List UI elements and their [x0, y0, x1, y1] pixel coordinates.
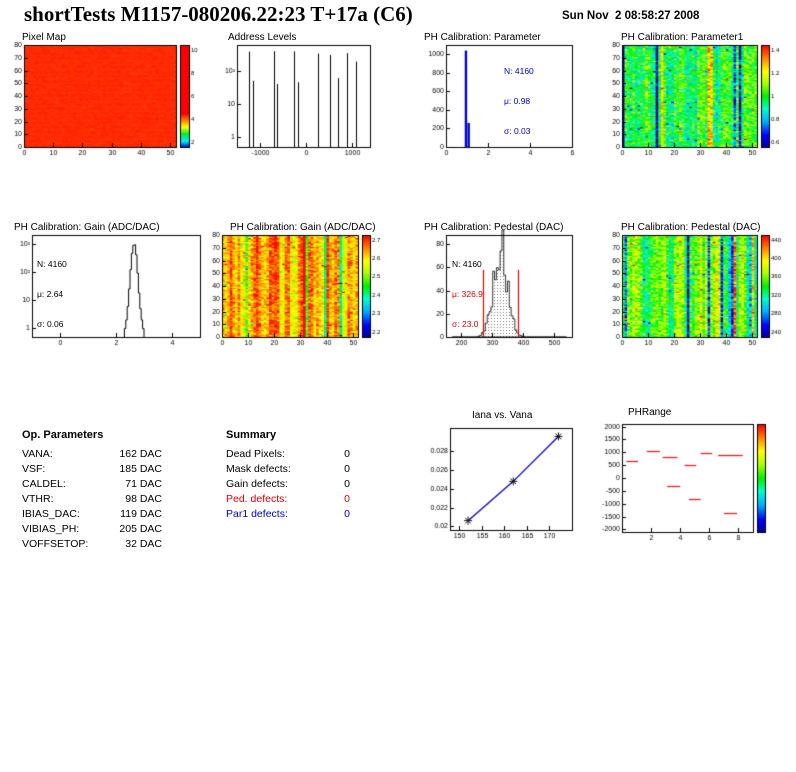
- param-label: VOFFSETOP:: [22, 538, 89, 550]
- plot-title-gain-map: PH Calibration: Gain (ADC/DAC): [230, 222, 376, 233]
- pedestal-histogram-chart: [418, 230, 580, 356]
- summary-label: Ped. defects:: [226, 493, 288, 505]
- op-param-row: VANA: 162 DAC: [22, 447, 162, 462]
- op-parameters-title: Op. Parameters: [22, 429, 104, 441]
- param-label: VSF:: [22, 463, 46, 475]
- summary-title: Summary: [226, 429, 277, 441]
- stat-mean: μ: 0.98: [504, 96, 531, 106]
- plot-title-parameter1-map: PH Calibration: Parameter1: [621, 32, 744, 43]
- op-param-row: VSF: 185 DAC: [22, 462, 162, 477]
- op-param-row: CALDEL: 71 DAC: [22, 477, 162, 492]
- plot-title-pedestal-map: PH Calibration: Pedestal (DAC): [621, 222, 761, 233]
- param-label: IBIAS_DAC:: [22, 508, 80, 520]
- summary-row: Dead Pixels: 0: [226, 447, 350, 462]
- stat-mean: μ: 326.9: [452, 289, 483, 299]
- iana-vs-vana-chart: [420, 420, 580, 546]
- summary-block: Summary Dead Pixels: 0 Mask defects: 0 Gai…: [226, 428, 350, 522]
- op-parameters-block: Op. Parameters VANA: 162 DAC VSF: 185 DAC …: [22, 428, 162, 552]
- param-label: VANA:: [22, 448, 53, 460]
- op-param-row: VOFFSETOP: 32 DAC: [22, 537, 162, 552]
- stat-entries: N: 4160: [504, 66, 534, 76]
- param-label: VTHR:: [22, 493, 54, 505]
- phrange-chart: [592, 412, 796, 548]
- param-value: 162 DAC: [119, 448, 162, 460]
- param-value: 98 DAC: [125, 493, 162, 505]
- param-value: 185 DAC: [119, 463, 162, 475]
- summary-value: 0: [344, 448, 350, 460]
- summary-value: 0: [344, 463, 350, 475]
- plot-title-gain-hist: PH Calibration: Gain (ADC/DAC): [14, 222, 160, 233]
- ph-parameter-chart: [418, 40, 580, 166]
- plot-title-pedestal-hist: PH Calibration: Pedestal (DAC): [424, 222, 564, 233]
- parameter1-map-chart: [604, 40, 796, 166]
- summary-row: Par1 defects: 0: [226, 507, 350, 522]
- pedestal-map-chart: [604, 230, 796, 356]
- stat-sigma: σ: 23.0: [452, 319, 479, 329]
- param-value: 32 DAC: [125, 538, 162, 550]
- param-label: CALDEL:: [22, 478, 66, 490]
- summary-label: Dead Pixels:: [226, 448, 285, 460]
- param-value: 205 DAC: [119, 523, 162, 535]
- page-title: shortTests M1157-080206.22:23 T+17a (C6): [24, 2, 413, 26]
- summary-value: 0: [344, 508, 350, 520]
- summary-row: Gain defects: 0: [226, 477, 350, 492]
- op-param-row: VTHR: 98 DAC: [22, 492, 162, 507]
- summary-label: Mask defects:: [226, 463, 291, 475]
- stat-mean: μ: 2.64: [37, 289, 64, 299]
- stats-pedestal: N: 4160 μ: 326.9 σ: 23.0: [452, 239, 483, 349]
- param-value: 71 DAC: [125, 478, 162, 490]
- plot-title-ph-parameter: PH Calibration: Parameter: [424, 32, 541, 43]
- plot-title-address-levels: Address Levels: [228, 32, 297, 43]
- op-param-row: VIBIAS_PH: 205 DAC: [22, 522, 162, 537]
- plot-title-iana-vana: Iana vs. Vana: [472, 410, 533, 421]
- stat-sigma: σ: 0.06: [37, 319, 64, 329]
- summary-row: Ped. defects: 0: [226, 492, 350, 507]
- timestamp: Sun Nov 2 08:58:27 2008: [562, 10, 700, 22]
- stats-ph-parameter: N: 4160 μ: 0.98 σ: 0.03: [504, 46, 534, 156]
- gain-map-chart: [204, 230, 400, 356]
- pixel-map-chart: [8, 40, 214, 166]
- param-label: VIBIAS_PH:: [22, 523, 80, 535]
- stat-sigma: σ: 0.03: [504, 126, 531, 136]
- stat-entries: N: 4160: [452, 259, 482, 269]
- op-param-row: IBIAS_DAC: 119 DAC: [22, 507, 162, 522]
- summary-row: Mask defects: 0: [226, 462, 350, 477]
- summary-label: Par1 defects:: [226, 508, 288, 520]
- summary-value: 0: [344, 478, 350, 490]
- gain-histogram-chart: [8, 230, 212, 356]
- summary-value: 0: [344, 493, 350, 505]
- stats-gain: N: 4160 μ: 2.64 σ: 0.06: [37, 239, 67, 349]
- summary-label: Gain defects:: [226, 478, 288, 490]
- stat-entries: N: 4160: [37, 259, 67, 269]
- address-levels-chart: [214, 40, 378, 166]
- plot-title-pixel-map: Pixel Map: [22, 32, 66, 43]
- param-value: 119 DAC: [120, 508, 162, 520]
